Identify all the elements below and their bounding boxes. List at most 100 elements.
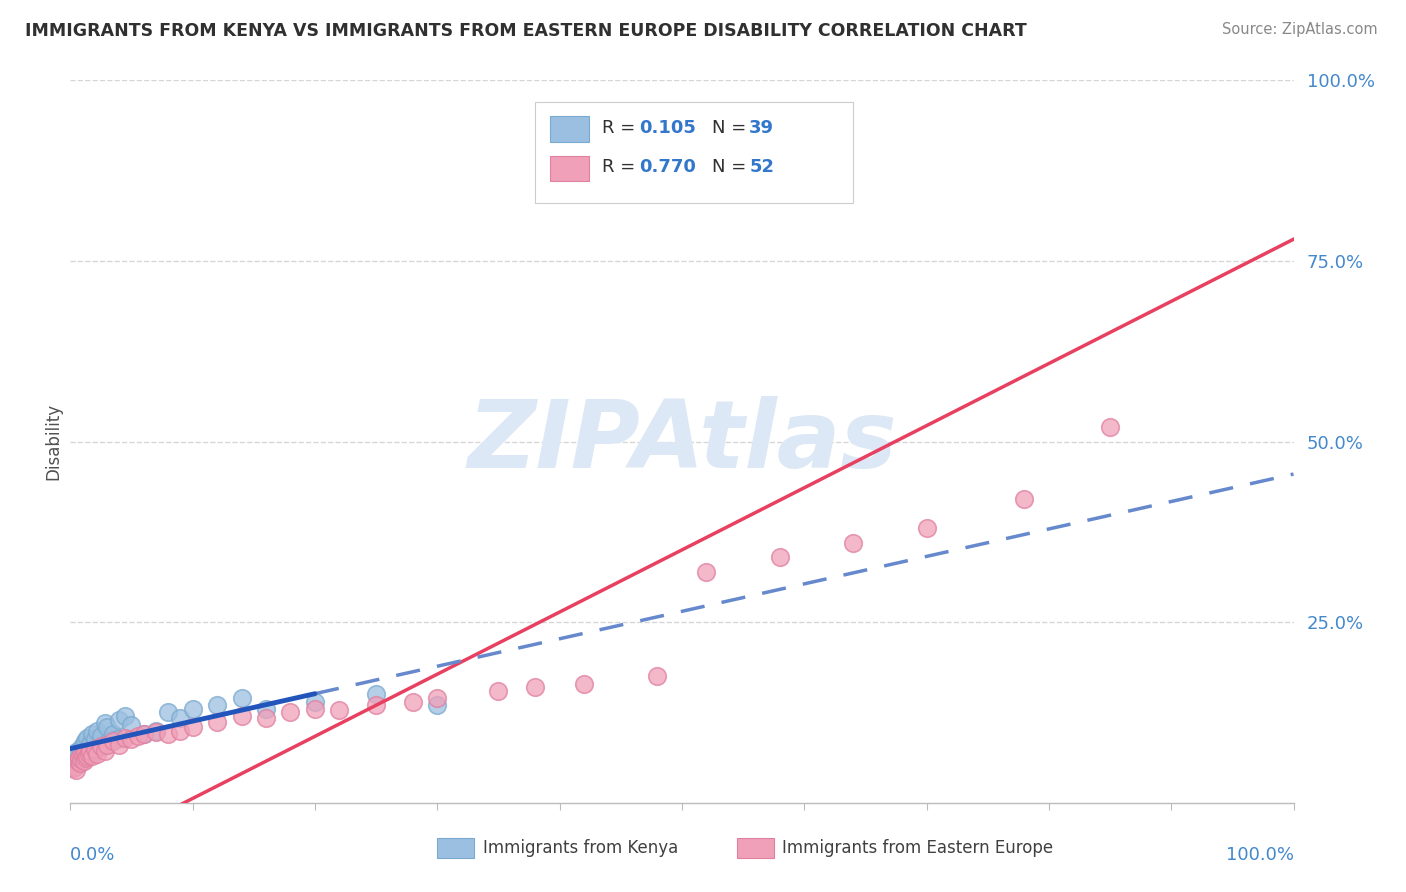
- Point: [402, 695, 425, 709]
- Point: [304, 702, 326, 716]
- Point: [169, 710, 191, 724]
- Point: [231, 709, 253, 723]
- Point: [328, 703, 350, 717]
- Point: [181, 720, 204, 734]
- Point: [65, 764, 87, 778]
- Point: [93, 716, 115, 731]
- Point: [63, 756, 86, 770]
- Bar: [737, 838, 773, 858]
- Point: [67, 751, 90, 765]
- Point: [86, 723, 108, 738]
- Point: [83, 741, 105, 756]
- Text: N =: N =: [713, 119, 752, 137]
- Point: [63, 760, 86, 774]
- Point: [366, 698, 388, 713]
- Point: [96, 720, 118, 734]
- Point: [80, 747, 103, 761]
- Text: 39: 39: [749, 119, 775, 137]
- Point: [114, 731, 136, 745]
- Point: [842, 535, 865, 549]
- Point: [426, 691, 449, 706]
- Point: [90, 739, 112, 754]
- Point: [108, 738, 131, 752]
- Point: [72, 748, 94, 763]
- Point: [205, 698, 228, 713]
- Text: Immigrants from Kenya: Immigrants from Kenya: [482, 839, 678, 857]
- Point: [695, 565, 717, 579]
- Point: [63, 756, 86, 770]
- Text: Immigrants from Eastern Europe: Immigrants from Eastern Europe: [782, 839, 1053, 857]
- Point: [73, 745, 96, 759]
- Point: [86, 747, 108, 761]
- Point: [101, 734, 124, 748]
- Point: [127, 729, 149, 743]
- Point: [77, 747, 100, 761]
- Point: [132, 727, 155, 741]
- Point: [524, 680, 547, 694]
- Point: [75, 751, 97, 765]
- Point: [83, 732, 105, 747]
- Point: [79, 737, 101, 751]
- Point: [96, 738, 118, 752]
- Point: [76, 748, 98, 763]
- Text: R =: R =: [602, 158, 641, 176]
- Point: [121, 732, 143, 747]
- Point: [426, 698, 449, 713]
- Text: Source: ZipAtlas.com: Source: ZipAtlas.com: [1222, 22, 1378, 37]
- Bar: [550, 156, 589, 181]
- Point: [79, 744, 101, 758]
- Point: [101, 727, 124, 741]
- Point: [181, 702, 204, 716]
- Point: [93, 744, 115, 758]
- Point: [114, 709, 136, 723]
- Point: [1220, 59, 1243, 73]
- Point: [157, 706, 180, 720]
- Text: ZIPAtlas: ZIPAtlas: [467, 395, 897, 488]
- Point: [70, 747, 93, 761]
- Point: [72, 738, 94, 752]
- Point: [132, 727, 155, 741]
- Point: [1014, 492, 1036, 507]
- Point: [76, 731, 98, 745]
- Bar: [437, 838, 474, 858]
- Y-axis label: Disability: Disability: [44, 403, 62, 480]
- FancyBboxPatch shape: [536, 102, 853, 203]
- Point: [280, 706, 302, 720]
- Point: [231, 691, 253, 706]
- Point: [70, 752, 93, 766]
- Point: [169, 723, 191, 738]
- Point: [66, 754, 89, 768]
- Point: [254, 710, 277, 724]
- Point: [90, 729, 112, 743]
- Text: IMMIGRANTS FROM KENYA VS IMMIGRANTS FROM EASTERN EUROPE DISABILITY CORRELATION C: IMMIGRANTS FROM KENYA VS IMMIGRANTS FROM…: [25, 22, 1026, 40]
- Point: [647, 669, 669, 683]
- Text: 0.105: 0.105: [640, 119, 696, 137]
- Point: [82, 748, 104, 763]
- Point: [67, 751, 90, 765]
- Point: [488, 683, 510, 698]
- Point: [62, 761, 84, 775]
- Text: 100.0%: 100.0%: [1226, 847, 1294, 864]
- Text: R =: R =: [602, 119, 641, 137]
- Point: [108, 713, 131, 727]
- Point: [73, 744, 96, 758]
- Point: [77, 739, 100, 754]
- Point: [73, 734, 96, 748]
- Point: [205, 714, 228, 729]
- Point: [60, 758, 83, 772]
- Point: [915, 521, 938, 535]
- Point: [145, 723, 167, 738]
- Point: [145, 725, 167, 739]
- Point: [1099, 420, 1122, 434]
- Point: [105, 732, 128, 747]
- Point: [66, 754, 89, 768]
- Point: [75, 748, 97, 763]
- Point: [82, 727, 104, 741]
- Point: [157, 727, 180, 741]
- Bar: [550, 116, 589, 142]
- Text: 0.770: 0.770: [640, 158, 696, 176]
- Point: [304, 695, 326, 709]
- Text: 52: 52: [749, 158, 775, 176]
- Point: [62, 752, 84, 766]
- Point: [98, 734, 121, 748]
